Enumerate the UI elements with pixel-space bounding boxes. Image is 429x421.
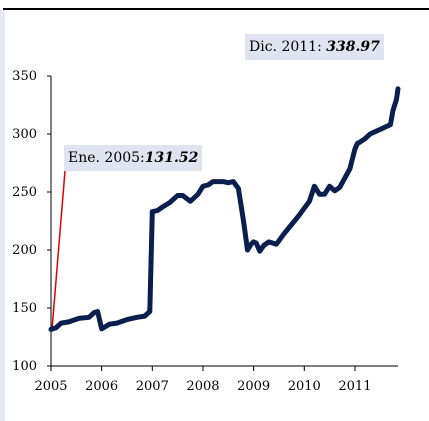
annotation-end: Dic. 2011: 338.97 [245, 34, 384, 60]
annotation-end-label: Dic. 2011: [249, 39, 327, 55]
y-tick-label: 100 [12, 359, 37, 374]
annotation-start-label: Ene. 2005: [68, 150, 145, 166]
annotation-leaders [51, 170, 66, 330]
annotation-start-leader [51, 170, 66, 330]
top-rule [3, 8, 429, 10]
x-tick-label: 2007 [136, 379, 169, 394]
left-band [0, 10, 5, 421]
y-tick-label: 200 [12, 243, 37, 258]
axes [50, 76, 398, 367]
x-tick-label: 2005 [34, 379, 67, 394]
series-group [48, 86, 401, 332]
y-tick-label: 300 [12, 127, 37, 142]
series-line [48, 86, 401, 332]
y-tick-label: 350 [12, 69, 37, 84]
y-axis-ticks: 100 150 200 250 300 350 [12, 69, 51, 374]
y-tick-label: 150 [12, 301, 37, 316]
y-tick-label: 250 [12, 185, 37, 200]
x-tick-label: 2006 [85, 379, 118, 394]
annotation-end-value: 338.97 [326, 39, 380, 55]
annotation-start: Ene. 2005:131.52 [64, 145, 203, 171]
x-tick-label: 2008 [186, 379, 219, 394]
x-tick-label: 2011 [338, 379, 371, 394]
x-axis-ticks: 2005 2006 2007 2008 2009 2010 2011 [34, 366, 371, 394]
x-tick-label: 2009 [237, 379, 270, 394]
annotation-start-value: 131.52 [144, 150, 199, 166]
x-tick-label: 2010 [288, 379, 321, 394]
